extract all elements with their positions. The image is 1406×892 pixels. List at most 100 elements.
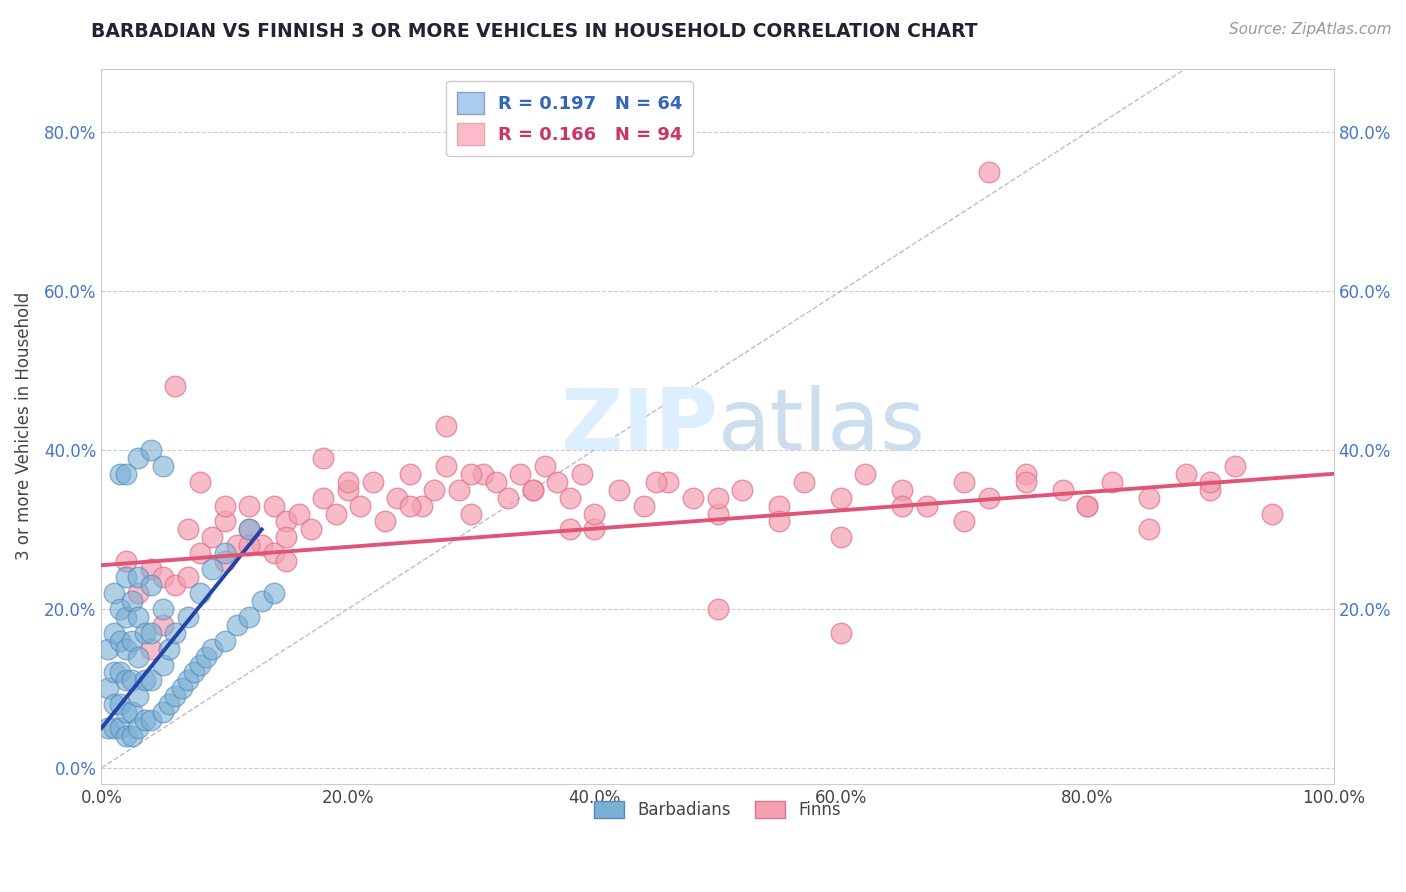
- Point: [633, 499, 655, 513]
- Point: [152, 657, 174, 672]
- Point: [127, 450, 149, 465]
- Point: [214, 515, 236, 529]
- Point: [127, 610, 149, 624]
- Point: [214, 633, 236, 648]
- Point: [238, 610, 260, 624]
- Point: [139, 625, 162, 640]
- Point: [201, 530, 224, 544]
- Point: [226, 538, 249, 552]
- Point: [953, 475, 976, 489]
- Point: [361, 475, 384, 489]
- Point: [1076, 499, 1098, 513]
- Point: [152, 602, 174, 616]
- Point: [645, 475, 668, 489]
- Point: [103, 665, 125, 680]
- Point: [336, 483, 359, 497]
- Point: [830, 491, 852, 505]
- Point: [768, 515, 790, 529]
- Point: [165, 625, 187, 640]
- Point: [115, 729, 138, 743]
- Point: [188, 657, 211, 672]
- Point: [460, 467, 482, 481]
- Point: [115, 641, 138, 656]
- Point: [97, 681, 120, 696]
- Point: [1101, 475, 1123, 489]
- Point: [121, 594, 143, 608]
- Point: [103, 698, 125, 712]
- Point: [121, 633, 143, 648]
- Point: [276, 530, 298, 544]
- Point: [977, 491, 1000, 505]
- Point: [108, 633, 131, 648]
- Point: [97, 641, 120, 656]
- Point: [139, 641, 162, 656]
- Point: [436, 419, 458, 434]
- Point: [183, 665, 205, 680]
- Point: [830, 625, 852, 640]
- Point: [325, 507, 347, 521]
- Point: [103, 721, 125, 735]
- Point: [165, 578, 187, 592]
- Point: [706, 507, 728, 521]
- Point: [201, 562, 224, 576]
- Point: [1052, 483, 1074, 497]
- Point: [558, 523, 581, 537]
- Point: [436, 458, 458, 473]
- Point: [460, 507, 482, 521]
- Point: [121, 705, 143, 719]
- Y-axis label: 3 or more Vehicles in Household: 3 or more Vehicles in Household: [15, 292, 32, 560]
- Point: [157, 641, 180, 656]
- Point: [97, 721, 120, 735]
- Point: [188, 546, 211, 560]
- Point: [1014, 475, 1036, 489]
- Point: [134, 673, 156, 688]
- Point: [534, 458, 557, 473]
- Point: [1261, 507, 1284, 521]
- Point: [139, 578, 162, 592]
- Text: Source: ZipAtlas.com: Source: ZipAtlas.com: [1229, 22, 1392, 37]
- Point: [188, 475, 211, 489]
- Point: [263, 499, 285, 513]
- Point: [398, 499, 420, 513]
- Point: [830, 530, 852, 544]
- Point: [139, 713, 162, 727]
- Point: [312, 450, 335, 465]
- Point: [793, 475, 815, 489]
- Point: [115, 554, 138, 568]
- Point: [214, 546, 236, 560]
- Point: [299, 523, 322, 537]
- Point: [1137, 523, 1160, 537]
- Text: atlas: atlas: [717, 384, 925, 467]
- Point: [121, 729, 143, 743]
- Point: [1014, 467, 1036, 481]
- Point: [496, 491, 519, 505]
- Point: [731, 483, 754, 497]
- Point: [108, 467, 131, 481]
- Point: [312, 491, 335, 505]
- Point: [238, 523, 260, 537]
- Point: [546, 475, 568, 489]
- Point: [682, 491, 704, 505]
- Point: [108, 721, 131, 735]
- Point: [447, 483, 470, 497]
- Point: [134, 713, 156, 727]
- Point: [287, 507, 309, 521]
- Point: [139, 562, 162, 576]
- Point: [1223, 458, 1246, 473]
- Point: [250, 538, 273, 552]
- Point: [250, 594, 273, 608]
- Point: [115, 570, 138, 584]
- Point: [127, 721, 149, 735]
- Point: [127, 649, 149, 664]
- Point: [195, 649, 218, 664]
- Point: [522, 483, 544, 497]
- Point: [165, 379, 187, 393]
- Point: [115, 705, 138, 719]
- Point: [214, 554, 236, 568]
- Point: [115, 673, 138, 688]
- Point: [558, 491, 581, 505]
- Point: [1199, 475, 1222, 489]
- Point: [398, 467, 420, 481]
- Point: [855, 467, 877, 481]
- Point: [108, 698, 131, 712]
